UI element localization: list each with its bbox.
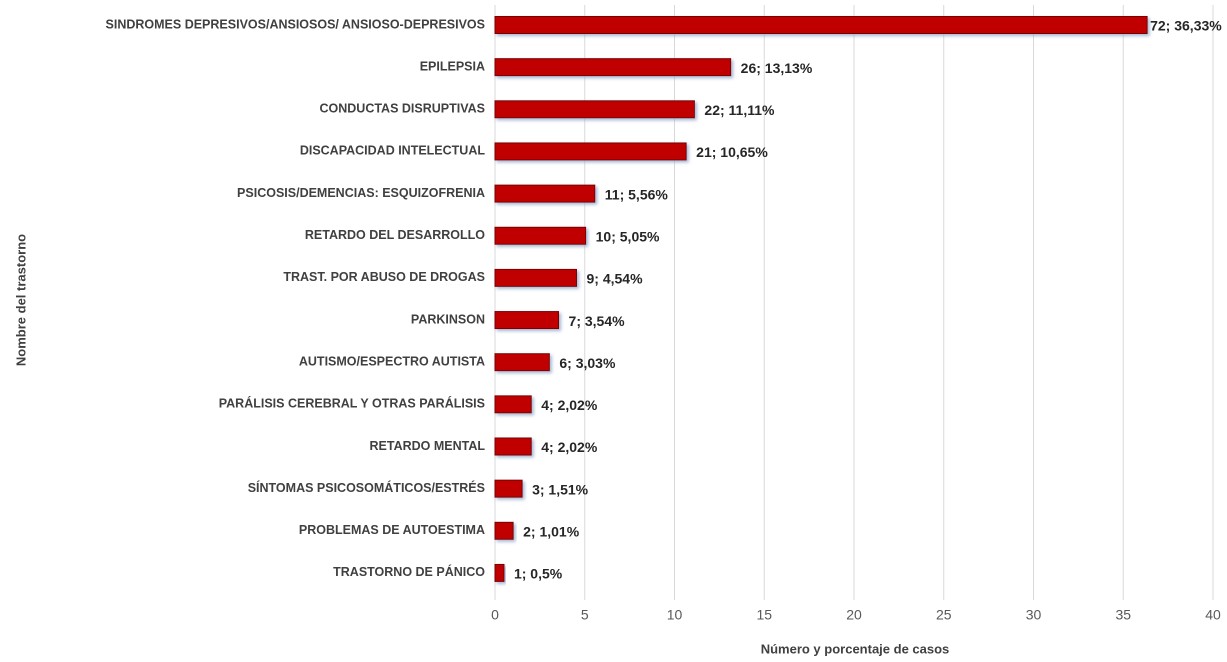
bar [494, 437, 532, 456]
y-tick-label: TRASTORNO DE PÁNICO [333, 564, 485, 579]
y-tick-label: PSICOSIS/DEMENCIAS: ESQUIZOFRENIA [237, 186, 485, 200]
x-tick-label: 35 [1115, 607, 1131, 623]
y-tick-label: AUTISMO/ESPECTRO AUTISTA [299, 354, 485, 368]
y-tick-label: PROBLEMAS DE AUTOESTIMA [299, 523, 485, 537]
data-label: 6; 3,03% [559, 355, 616, 371]
x-axis-label: Número y porcentaje de casos [761, 641, 950, 656]
x-tick-label: 5 [581, 607, 589, 623]
data-label: 10; 5,05% [596, 228, 660, 244]
x-tick-label: 40 [1205, 607, 1221, 623]
y-tick-label: TRAST. POR ABUSO DE DROGAS [283, 270, 485, 284]
bar [494, 521, 514, 540]
data-label: 11; 5,56% [605, 186, 669, 202]
bar [494, 479, 523, 498]
y-axis-label: Nombre del trastorno [13, 234, 28, 366]
x-tick-label: 10 [667, 607, 683, 623]
bar [494, 184, 596, 203]
bar [494, 58, 732, 77]
data-label: 22; 11,11% [704, 102, 775, 118]
y-tick-label: DISCAPACIDAD INTELECTUAL [300, 144, 486, 158]
bar [494, 311, 560, 330]
bar [494, 353, 550, 372]
data-label: 9; 4,54% [586, 271, 643, 287]
y-tick-label: EPILEPSIA [420, 59, 485, 73]
x-tick-label: 20 [846, 607, 862, 623]
bar [494, 563, 505, 582]
bar [494, 142, 687, 161]
y-tick-label: RETARDO MENTAL [370, 439, 486, 453]
data-label: 3; 1,51% [532, 481, 589, 497]
data-label: 4; 2,02% [541, 439, 598, 455]
data-label: 2; 1,01% [523, 524, 580, 540]
data-label: 1; 0,5% [514, 566, 563, 582]
data-label: 7; 3,54% [569, 313, 626, 329]
y-tick-label: PARÁLISIS CEREBRAL Y OTRAS PARÁLISIS [219, 396, 485, 411]
data-label: 26; 13,13% [741, 60, 813, 76]
y-tick-label: SINDROMES DEPRESIVOS/ANSIOSOS/ ANSIOSO-D… [106, 17, 485, 31]
y-tick-label: RETARDO DEL DESARROLLO [305, 228, 485, 242]
bar [494, 226, 587, 245]
data-label: 4; 2,02% [541, 397, 598, 413]
x-tick-label: 25 [936, 607, 952, 623]
bar [494, 268, 577, 287]
y-tick-label: SÍNTOMAS PSICOSOMÁTICOS/ESTRÉS [248, 480, 485, 495]
y-tick-label: PARKINSON [411, 312, 485, 326]
bar [494, 395, 532, 414]
bar [494, 16, 1148, 34]
x-tick-label: 0 [491, 607, 499, 623]
x-tick-label: 30 [1026, 607, 1042, 623]
y-tick-label: CONDUCTAS DISRUPTIVAS [319, 102, 485, 116]
data-label: 21; 10,65% [696, 144, 768, 160]
bar [494, 100, 695, 119]
x-tick-label: 15 [756, 607, 772, 623]
data-label: 72; 36,33% [1150, 18, 1222, 34]
